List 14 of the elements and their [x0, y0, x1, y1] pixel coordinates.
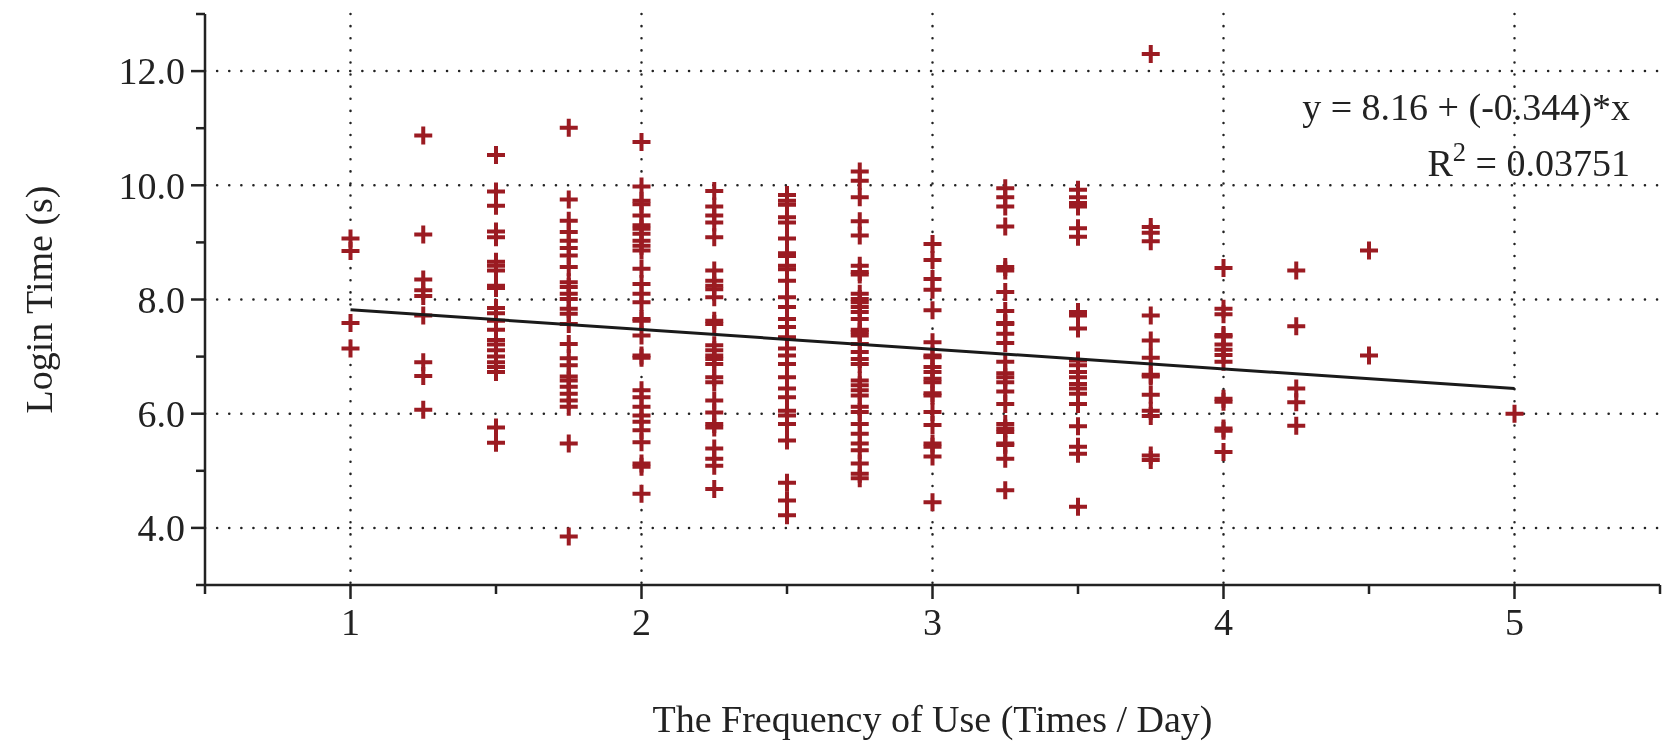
- x-axis-title: The Frequency of Use (Times / Day): [652, 698, 1213, 741]
- x-tick-label: 1: [341, 601, 360, 643]
- x-tick-label: 5: [1505, 601, 1524, 643]
- annotation: y = 8.16 + (-0.344)*x: [1302, 86, 1630, 129]
- x-tick-label: 4: [1214, 601, 1233, 643]
- y-tick-label: 4.0: [137, 507, 185, 550]
- y-tick-label: 6.0: [137, 393, 185, 435]
- x-tick-label: 3: [923, 601, 942, 643]
- y-tick-label: 8.0: [137, 278, 185, 321]
- y-tick-label: 12.0: [118, 50, 185, 93]
- y-tick-label: 10.0: [118, 164, 185, 207]
- x-tick-label: 2: [632, 601, 651, 643]
- y-axis-title: Login Time (s): [18, 185, 61, 414]
- annotation: R$^{2}$ = 0.03751: [1427, 137, 1630, 184]
